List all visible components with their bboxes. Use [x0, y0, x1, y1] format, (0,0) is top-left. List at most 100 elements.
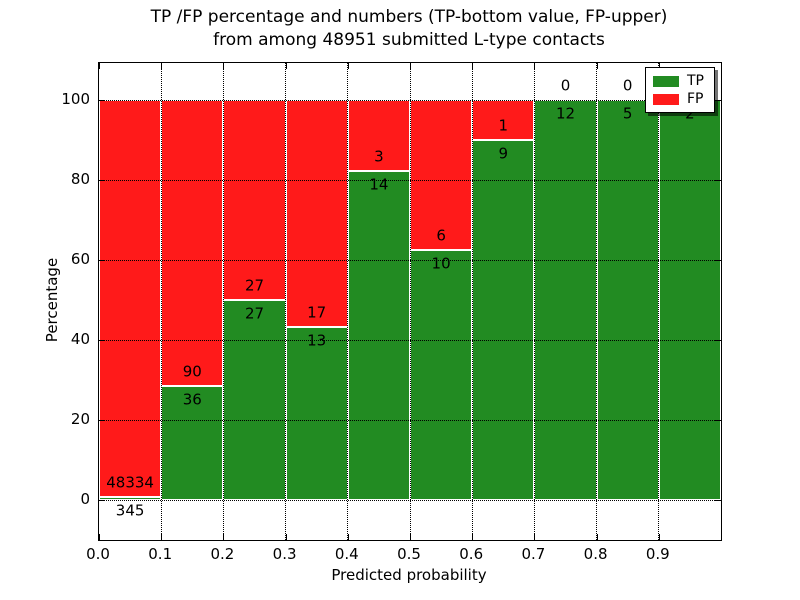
x-tick-mark — [285, 534, 287, 540]
x-tick-label: 0.2 — [210, 545, 235, 563]
bar-segment-fp — [161, 100, 224, 386]
bar-count-tp: 9 — [498, 144, 509, 163]
gridline-vertical — [471, 63, 473, 540]
x-tick-mark — [99, 534, 100, 540]
gridline-vertical — [347, 63, 349, 540]
legend: TP FP — [645, 67, 715, 113]
y-tick-label: 40 — [70, 330, 90, 349]
y-tick-mark-right — [715, 340, 721, 342]
gridline-horizontal — [99, 419, 721, 421]
bar-count-fp: 0 — [622, 76, 633, 95]
y-tick-mark — [99, 100, 105, 102]
bar-segment-tp — [596, 100, 659, 500]
x-tick-mark-top — [410, 63, 411, 69]
y-tick-label: 80 — [70, 170, 90, 189]
x-tick-mark-top — [347, 63, 349, 69]
y-tick-label: 20 — [70, 410, 90, 429]
x-tick-mark-top — [223, 63, 225, 69]
bar-segment-tp — [285, 326, 348, 500]
x-tick-mark-top — [99, 63, 100, 69]
gridline-vertical — [222, 63, 224, 540]
y-tick-label: 60 — [70, 250, 90, 269]
x-tick-label: 0.0 — [86, 545, 110, 563]
y-tick-mark — [99, 340, 105, 342]
y-tick-mark-right — [715, 260, 721, 262]
x-tick-label: 0.6 — [459, 545, 484, 563]
bar-count-fp: 6 — [436, 226, 446, 245]
bar-segment-tp — [347, 170, 410, 500]
bar-count-tp: 345 — [115, 501, 145, 520]
x-tick-mark — [596, 534, 598, 540]
y-tick-mark-right — [715, 180, 721, 182]
x-tick-label: 0.9 — [645, 545, 670, 563]
bar-segment-tp — [472, 140, 535, 500]
y-tick-label: 0 — [80, 490, 90, 509]
bar-segment-tp — [658, 100, 721, 500]
y-tick-label: 100 — [61, 90, 90, 109]
gridline-horizontal — [99, 179, 721, 181]
legend-entry-fp: FP — [653, 92, 707, 106]
x-tick-mark-top — [534, 63, 536, 69]
bar-segment-tp — [161, 385, 224, 500]
x-tick-mark — [472, 534, 474, 540]
x-tick-label: 0.8 — [583, 545, 608, 563]
chart-title-line2: from among 48951 submitted L-type contac… — [213, 30, 605, 50]
plot-area: 48334345903627271713314610190120502 — [98, 62, 722, 541]
y-tick-mark-right — [715, 420, 721, 422]
x-axis-label: Predicted probability — [331, 566, 487, 584]
x-tick-label: 0.3 — [272, 545, 297, 563]
y-tick-mark — [99, 420, 105, 422]
y-tick-mark-right — [715, 500, 721, 502]
gridline-horizontal — [99, 339, 721, 341]
legend-label-fp: FP — [687, 91, 704, 107]
legend-entry-tp: TP — [653, 74, 707, 88]
gridline-horizontal — [99, 499, 721, 501]
chart-title-line1: TP /FP percentage and numbers (TP-bottom… — [150, 7, 668, 27]
bar-count-tp: 36 — [182, 390, 202, 409]
y-tick-labels: 0 20 40 60 80 100 — [0, 62, 92, 539]
bar-count-fp: 3 — [374, 147, 384, 166]
legend-swatch-tp-icon — [653, 75, 679, 87]
bar-segment-fp — [472, 100, 535, 141]
bar-count-fp: 27 — [244, 276, 265, 295]
bar-count-tp: 2 — [685, 104, 695, 123]
x-tick-mark-top — [161, 63, 163, 69]
y-tick-mark — [99, 260, 105, 262]
legend-label-tp: TP — [687, 73, 704, 89]
x-tick-label: 0.5 — [397, 545, 421, 563]
x-tick-mark — [161, 534, 163, 540]
y-tick-mark — [99, 500, 105, 502]
x-tick-mark-top — [285, 63, 287, 69]
gridline-vertical — [658, 63, 660, 540]
bar-segment-fp — [99, 100, 162, 498]
bar-count-fp: 90 — [182, 362, 202, 381]
bar-count-fp: 48334 — [106, 473, 154, 492]
bar-count-tp: 14 — [369, 175, 389, 194]
y-tick-mark — [99, 180, 105, 182]
bar-count-tp: 10 — [431, 254, 451, 273]
x-tick-label: 0.7 — [521, 545, 546, 563]
bar-segment-tp — [534, 100, 597, 500]
gridline-vertical — [596, 63, 598, 540]
bar-count-fp: 17 — [307, 303, 327, 322]
bar-count-fp: 1 — [498, 116, 509, 135]
bar-count-tp: 13 — [307, 331, 327, 350]
x-tick-mark — [658, 534, 660, 540]
x-tick-mark — [223, 534, 225, 540]
bar-segment-fp — [285, 100, 348, 327]
gridline-vertical — [160, 63, 162, 540]
x-tick-mark — [410, 534, 411, 540]
bar-count-fp: 0 — [560, 76, 571, 95]
x-tick-labels: 0.0 0.1 0.2 0.3 0.4 0.5 0.6 0.7 0.8 0.9 — [86, 545, 720, 563]
x-tick-mark — [347, 534, 349, 540]
x-tick-label: 0.4 — [334, 545, 359, 563]
bar-segment-tp — [410, 250, 473, 500]
x-tick-label: 0.1 — [148, 545, 173, 563]
gridline-vertical — [533, 63, 535, 540]
chart-title: TP /FP percentage and numbers (TP-bottom… — [98, 6, 720, 52]
bar-count-tp: 27 — [244, 304, 265, 323]
bar-count-tp: 5 — [622, 104, 633, 123]
gridline-horizontal — [99, 99, 721, 101]
x-tick-mark — [534, 534, 536, 540]
x-tick-mark-top — [658, 63, 660, 69]
